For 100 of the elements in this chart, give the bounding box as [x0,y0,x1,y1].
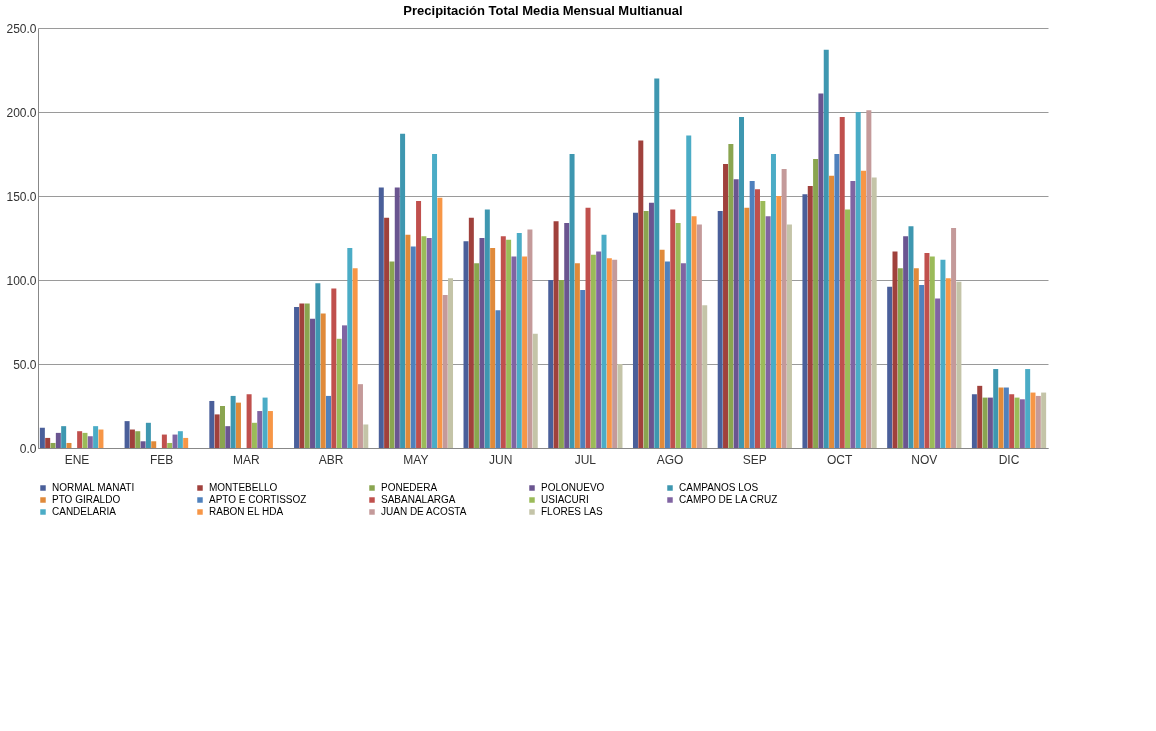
bar [940,259,946,448]
chart-title: Precipitación Total Media Mensual Multianual [403,3,683,18]
bar [903,236,909,448]
bar [219,406,225,448]
bar [384,217,390,448]
x-tick-label: DIC [998,452,1020,467]
bar [702,305,708,448]
bar [1019,399,1025,448]
bar [363,424,369,448]
bar [845,209,851,448]
bar [257,411,263,448]
bar [691,216,697,448]
x-tick-label: JUL [574,452,597,467]
legend-label: RABON EL HDA [209,506,284,517]
bar [643,211,649,448]
bar [924,253,930,448]
bar [861,170,867,448]
bar [675,222,681,448]
bar [1035,395,1041,448]
x-tick-label: MAY [403,452,429,467]
legend-label: JUAN DE ACOSTA [381,506,467,517]
bar [61,426,67,448]
bar [749,180,755,448]
bar [490,248,496,448]
bar [971,394,977,448]
bar [648,202,654,448]
bar [310,318,316,448]
bar [638,140,644,448]
bar [977,385,983,448]
bar [214,414,220,448]
bar [495,310,501,448]
bar [866,110,872,448]
y-tick-label: 100.0 [6,273,37,288]
bar [172,434,178,448]
bar [680,263,686,448]
bar [935,298,941,448]
bar [585,207,591,448]
legend-label: SABANALARGA [381,494,456,505]
bar [987,397,993,448]
bar [341,325,347,448]
bar [294,306,300,448]
bar [432,154,438,448]
legend-label: USIACURI [541,494,589,505]
y-tick-label: 200.0 [6,105,37,120]
bar [251,422,257,448]
bar [532,333,538,448]
x-tick-label: AGO [656,452,684,467]
legend-label: APTO E CORTISSOZ [209,494,307,505]
bar [522,256,528,448]
x-tick-label: MAR [233,452,261,467]
bar [161,434,167,448]
bar [580,290,586,448]
bar [448,278,454,448]
bar [919,285,925,448]
bar [506,239,512,448]
y-tick-label: 0.0 [19,441,37,456]
bar [739,117,745,448]
bar [770,154,776,448]
bar [326,395,332,448]
bar [484,209,490,448]
bar [405,234,411,448]
x-tick-label: FEB [150,452,174,467]
bar [897,268,903,448]
bar [654,78,660,448]
bar [262,397,268,448]
bar [574,263,580,448]
bar [437,197,443,448]
bar [834,154,840,448]
legend-label: POLONUEVO [541,482,605,493]
bar [352,268,358,448]
bar [527,229,533,448]
bar [347,248,353,448]
bar [717,211,723,448]
bar [956,281,962,448]
bar [421,236,427,448]
bar [167,442,173,448]
bar [1041,392,1047,448]
bar [802,194,808,448]
bar [45,437,51,448]
bar [145,422,151,448]
legend-label: CANDELARIA [52,506,117,517]
bar [129,429,135,448]
legend-label: NORMAL MANATI [52,482,135,493]
bar [82,432,88,448]
bar [135,431,141,448]
bar [124,421,130,448]
bar [632,212,638,448]
bar [850,180,856,448]
bar [378,187,384,448]
bar [569,154,575,448]
bar [331,288,337,448]
bar [617,364,623,448]
bar [664,261,670,448]
legend-label: PONEDERA [381,482,438,493]
bar [1014,397,1020,448]
x-tick-label: ENE [64,452,90,467]
y-tick-label: 150.0 [6,189,37,204]
bar [474,263,480,448]
bar [813,159,819,448]
bar [50,442,56,448]
